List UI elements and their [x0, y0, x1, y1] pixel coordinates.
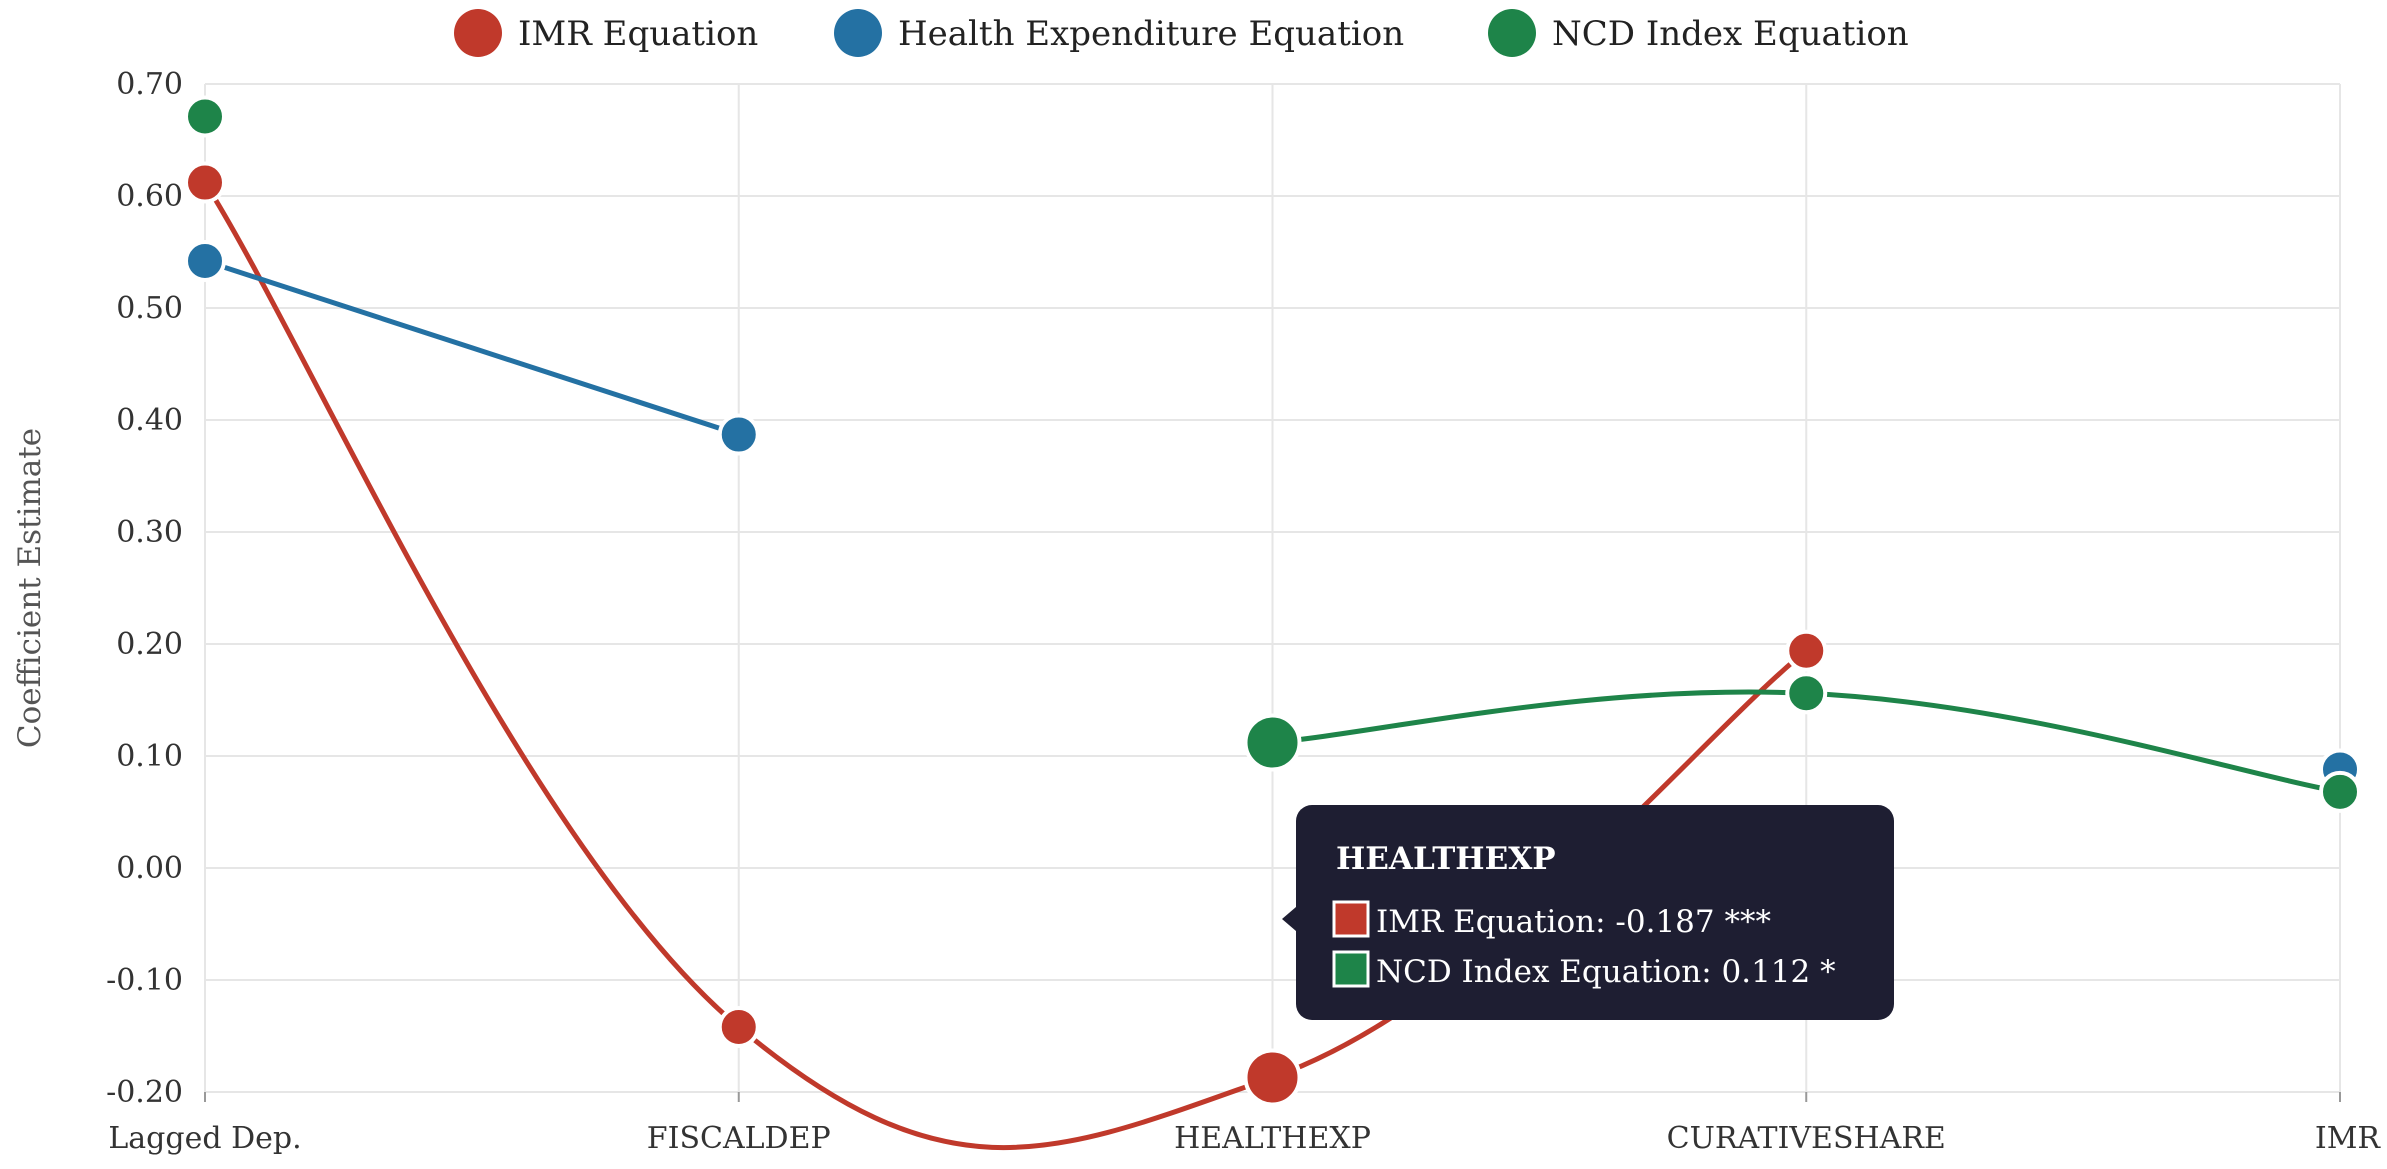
x-tick-label-lagged-dep: Lagged Dep.: [108, 1121, 301, 1156]
tooltip-title: HEALTHEXP: [1336, 841, 1556, 877]
y-tick-label: 0.10: [116, 739, 183, 774]
tooltip-entry: NCD Index Equation: 0.112 *: [1376, 954, 1836, 990]
legend-marker-imr-equation[interactable]: [454, 9, 502, 57]
y-tick-label: 0.30: [116, 515, 183, 550]
legend: IMR Equation Health Expenditure Equation N…: [454, 9, 1909, 57]
data-point-ncd-index-equation-curativeshare[interactable]: [1785, 672, 1828, 715]
data-point-imr-equation-fiscaldep[interactable]: [717, 1006, 760, 1049]
legend-marker-ncd-index-equation[interactable]: [1488, 9, 1536, 57]
legend-label-ncd-index-equation[interactable]: NCD Index Equation: [1552, 14, 1909, 54]
y-tick-label: 0.50: [116, 291, 183, 326]
y-tick-label: -0.20: [106, 1075, 183, 1110]
legend-marker-health-expenditure-equation[interactable]: [834, 9, 882, 57]
y-tick-label: 0.70: [116, 67, 183, 102]
data-point-ncd-index-equation-lagged-dep[interactable]: [184, 95, 226, 138]
data-point-ncd-index-equation-imr[interactable]: [2319, 770, 2361, 813]
tooltip: HEALTHEXP IMR Equation: -0.187 *** NCD Ind…: [1282, 805, 1894, 1020]
axes: -0.20 -0.10 0.00 0.10 0.20 0.30 0.40 0.50 0.60 0.…: [12, 67, 2381, 1156]
tooltip-pointer: [1282, 907, 1296, 931]
grid-lines: [204, 83, 2341, 1093]
x-tick-label-healthexp: HEALTHEXP: [1174, 1121, 1371, 1156]
legend-label-imr-equation[interactable]: IMR Equation: [518, 14, 758, 54]
series-points: [184, 95, 2361, 1107]
y-tick-label: 0.40: [116, 403, 183, 438]
data-point-health-expenditure-equation-lagged-dep[interactable]: [184, 239, 226, 282]
tooltip-box: [1296, 805, 1894, 1020]
y-tick-label: -0.10: [106, 963, 183, 998]
data-point-imr-equation-curativeshare[interactable]: [1785, 629, 1828, 672]
data-point-ncd-index-equation-healthexp[interactable]: [1243, 713, 1302, 772]
y-tick-label: 0.20: [116, 627, 183, 662]
data-point-imr-equation-healthexp[interactable]: [1243, 1048, 1302, 1107]
y-tick-label: 0.00: [116, 851, 183, 886]
legend-label-health-expenditure-equation[interactable]: Health Expenditure Equation: [898, 14, 1404, 54]
data-point-imr-equation-lagged-dep[interactable]: [184, 161, 226, 204]
series-line-health-expenditure-equation: [202, 258, 742, 438]
x-tick-label-curativeshare: CURATIVESHARE: [1667, 1121, 1946, 1156]
data-point-health-expenditure-equation-fiscaldep[interactable]: [717, 413, 760, 456]
y-axis-title: Coefficient Estimate: [12, 428, 48, 748]
x-tick-label-imr: IMR: [2315, 1121, 2382, 1156]
tooltip-entry: IMR Equation: -0.187 ***: [1376, 904, 1771, 940]
tooltip-swatch: [1332, 900, 1370, 938]
y-tick-label: 0.60: [116, 179, 183, 214]
tooltip-swatch: [1332, 950, 1370, 988]
x-tick-label-fiscaldep: FISCALDEP: [647, 1121, 831, 1156]
